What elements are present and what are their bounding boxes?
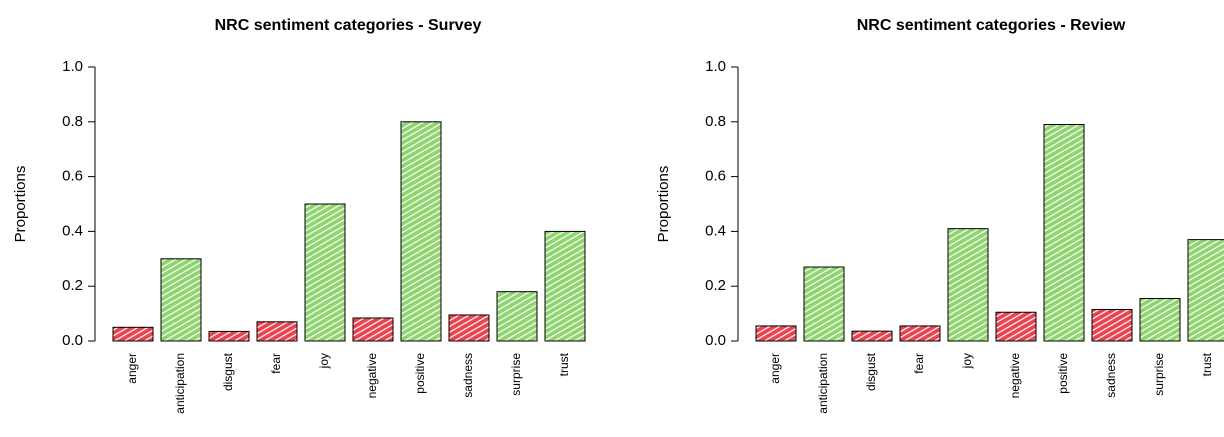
x-tick-label: anticipation bbox=[816, 353, 830, 414]
bar bbox=[1139, 298, 1181, 342]
x-tick-label: disgust bbox=[864, 352, 878, 391]
y-tick-label: 0.6 bbox=[62, 168, 83, 185]
y-tick-label: 0.8 bbox=[62, 113, 83, 130]
x-tick-label: trust bbox=[1200, 352, 1214, 376]
bar bbox=[755, 325, 797, 342]
x-tick-label: anger bbox=[768, 353, 782, 384]
bar bbox=[851, 330, 893, 342]
bar bbox=[208, 330, 250, 342]
x-tick-label: fear bbox=[269, 353, 283, 374]
x-tick-label: joy bbox=[317, 353, 331, 369]
x-tick-label: negative bbox=[1008, 353, 1022, 399]
y-tick-label: 1.0 bbox=[62, 58, 83, 75]
x-tick-label: anticipation bbox=[173, 353, 187, 414]
x-tick-label: trust bbox=[557, 352, 571, 376]
bar bbox=[947, 228, 989, 342]
x-tick-label: positive bbox=[413, 353, 427, 394]
bar bbox=[112, 326, 154, 342]
bar bbox=[544, 230, 586, 342]
x-tick-label: joy bbox=[960, 353, 974, 369]
x-tick-label: disgust bbox=[221, 352, 235, 391]
y-axis-label: Proportions bbox=[655, 166, 672, 243]
y-tick-label: 0.0 bbox=[62, 332, 83, 349]
bar bbox=[496, 291, 538, 342]
y-tick-label: 0.2 bbox=[705, 277, 726, 294]
x-tick-label: negative bbox=[365, 353, 379, 399]
y-tick-label: 0.0 bbox=[705, 332, 726, 349]
bar bbox=[304, 203, 346, 342]
bar bbox=[995, 311, 1037, 342]
bar bbox=[1043, 124, 1085, 342]
bar bbox=[1091, 308, 1133, 342]
x-tick-label: positive bbox=[1056, 353, 1070, 394]
x-tick-label: sadness bbox=[461, 353, 475, 398]
y-tick-label: 0.4 bbox=[705, 222, 726, 239]
y-tick-label: 0.8 bbox=[705, 113, 726, 130]
y-axis-label: Proportions bbox=[12, 166, 29, 243]
bar bbox=[448, 314, 490, 342]
chart-title: NRC sentiment categories - Review bbox=[857, 17, 1126, 34]
bar bbox=[256, 321, 298, 342]
bar bbox=[803, 266, 845, 342]
x-tick-label: surprise bbox=[1152, 353, 1166, 396]
chart-title: NRC sentiment categories - Survey bbox=[215, 17, 482, 34]
bar bbox=[400, 121, 442, 342]
bar bbox=[1187, 239, 1224, 342]
bar bbox=[899, 325, 941, 342]
y-tick-label: 0.6 bbox=[705, 168, 726, 185]
bar bbox=[160, 258, 202, 342]
y-tick-label: 0.2 bbox=[62, 277, 83, 294]
x-tick-label: anger bbox=[125, 353, 139, 384]
x-tick-label: surprise bbox=[509, 353, 523, 396]
y-tick-label: 1.0 bbox=[705, 58, 726, 75]
x-tick-label: fear bbox=[912, 353, 926, 374]
bar bbox=[352, 317, 394, 342]
x-tick-label: sadness bbox=[1104, 353, 1118, 398]
y-tick-label: 0.4 bbox=[62, 222, 83, 239]
